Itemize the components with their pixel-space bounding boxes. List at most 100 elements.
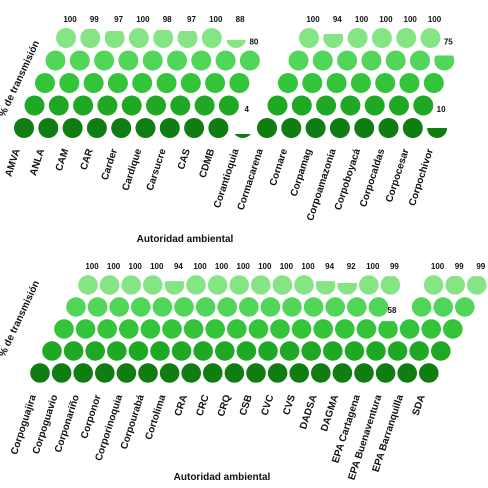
x-tick-label: CAR [79, 147, 96, 172]
dot [75, 319, 96, 339]
x-tick-label: Corpochivor [407, 147, 436, 207]
dot [186, 275, 206, 295]
dot [445, 276, 465, 295]
x-tick-label: Corpocaldas [358, 147, 387, 208]
dot [344, 341, 365, 361]
dot [260, 297, 281, 317]
value-label: 99 [390, 262, 399, 271]
dot [455, 297, 475, 317]
dot-column [419, 276, 487, 383]
value-label: 100 [280, 262, 294, 271]
dot-column [111, 30, 174, 138]
dot [217, 297, 237, 317]
dot [315, 281, 336, 295]
dot [281, 118, 302, 138]
dot [354, 363, 374, 383]
dot [205, 319, 225, 339]
dot [302, 73, 323, 93]
dot [267, 95, 288, 116]
dot [433, 297, 454, 317]
value-label: 94 [325, 262, 334, 271]
dot-column [246, 275, 314, 383]
dot [224, 363, 245, 383]
dot [378, 321, 398, 339]
x-tick-label: CAM [54, 148, 72, 173]
dot-column [38, 29, 101, 138]
dot [371, 28, 392, 48]
value-label: 100 [379, 15, 393, 24]
x-tick-label: DADSA [298, 394, 319, 431]
dot [229, 73, 250, 93]
value-label: 100 [129, 262, 143, 271]
dot [128, 341, 149, 361]
x-tick-label: Corpamag [289, 148, 315, 198]
dot [95, 363, 115, 383]
x-tick-label: Carsucre [145, 147, 169, 192]
dot-column [224, 275, 293, 383]
value-label: 97 [114, 15, 123, 24]
dot [239, 297, 259, 317]
dot [140, 319, 161, 339]
dot [423, 73, 444, 93]
dot [167, 50, 187, 71]
dot-column [257, 28, 319, 138]
dot [257, 118, 277, 138]
x-tick-label: AMVA [4, 148, 23, 179]
dot [301, 341, 322, 361]
x-tick-label: Cornare [268, 147, 290, 187]
value-label: 100 [107, 262, 121, 271]
dot [288, 50, 309, 71]
dot-column [95, 275, 163, 383]
dot [279, 341, 300, 361]
dot [215, 341, 235, 361]
dot [234, 134, 251, 138]
dot-column [234, 134, 251, 138]
dot [337, 50, 358, 71]
dot [152, 297, 173, 317]
dot [38, 118, 59, 138]
dot [427, 128, 448, 138]
x-tick-label: CAS [176, 147, 193, 171]
value-label: 100 [237, 262, 251, 271]
dot [443, 319, 463, 339]
dot [218, 95, 239, 116]
dot [303, 297, 324, 317]
dot [183, 319, 204, 339]
dot-column [378, 28, 441, 138]
dot [291, 319, 312, 339]
dot [267, 363, 288, 383]
dot [184, 118, 205, 138]
dot [171, 341, 192, 361]
dot [239, 50, 260, 71]
dot-column [86, 28, 149, 138]
dot [119, 319, 139, 339]
value-label: 4 [244, 105, 249, 114]
dot [35, 73, 55, 93]
dot-column [281, 34, 344, 138]
dot [73, 363, 93, 383]
dot [378, 118, 399, 138]
dot-column [135, 31, 198, 138]
dot [350, 73, 371, 93]
value-label: 100 [366, 262, 380, 271]
dot [299, 28, 319, 48]
dot [375, 363, 396, 383]
dot [335, 319, 355, 339]
dot [248, 319, 269, 339]
dot [420, 28, 441, 48]
dot-column [62, 31, 125, 138]
dot [380, 276, 401, 295]
dot [48, 95, 69, 116]
value-label: 80 [249, 38, 258, 47]
dot [227, 319, 247, 339]
value-label: 97 [187, 15, 196, 24]
x-tick-label: SDA [411, 394, 428, 417]
value-label: 100 [63, 15, 77, 24]
value-label: 100 [428, 15, 442, 24]
dot [195, 297, 216, 317]
x-tick-label: CDMB [198, 148, 218, 180]
dot [332, 363, 353, 383]
dot [87, 297, 108, 317]
x-tick-label: CRC [194, 394, 211, 418]
